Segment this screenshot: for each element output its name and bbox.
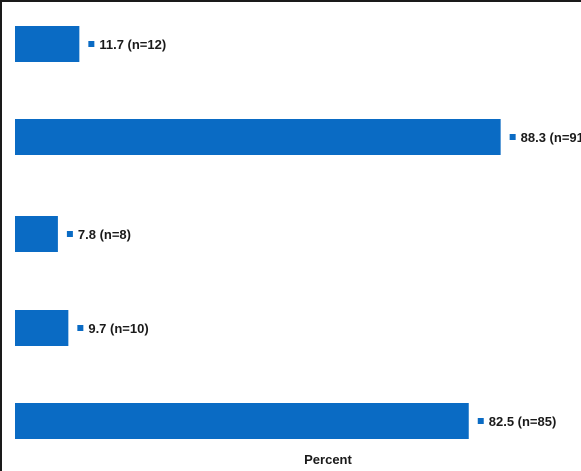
data-label-3: 7.8 (n=8) [78,227,131,242]
legend-marker-1 [88,41,95,47]
bar-4 [15,310,69,346]
labels-layer: 11.7 (n=12) 88.3 (n=91 7.8 (n=8) 9.7 (n=10)… [66,37,581,429]
legend-marker-4 [77,325,84,331]
bar-3 [15,216,58,252]
data-label-4: 9.7 (n=10) [88,321,148,336]
bars-layer [15,26,501,439]
data-label-5: 82.5 (n=85) [489,414,557,429]
data-label-2: 88.3 (n=91 [521,130,581,145]
x-axis-label: Percent [304,452,352,467]
legend-marker-5 [477,418,484,424]
data-label-1: 11.7 (n=12) [99,37,166,52]
bar-5 [15,403,469,439]
legend-marker-2 [509,134,516,140]
bar-1 [15,26,80,62]
legend-marker-3 [66,231,73,237]
bar-2 [15,119,501,155]
